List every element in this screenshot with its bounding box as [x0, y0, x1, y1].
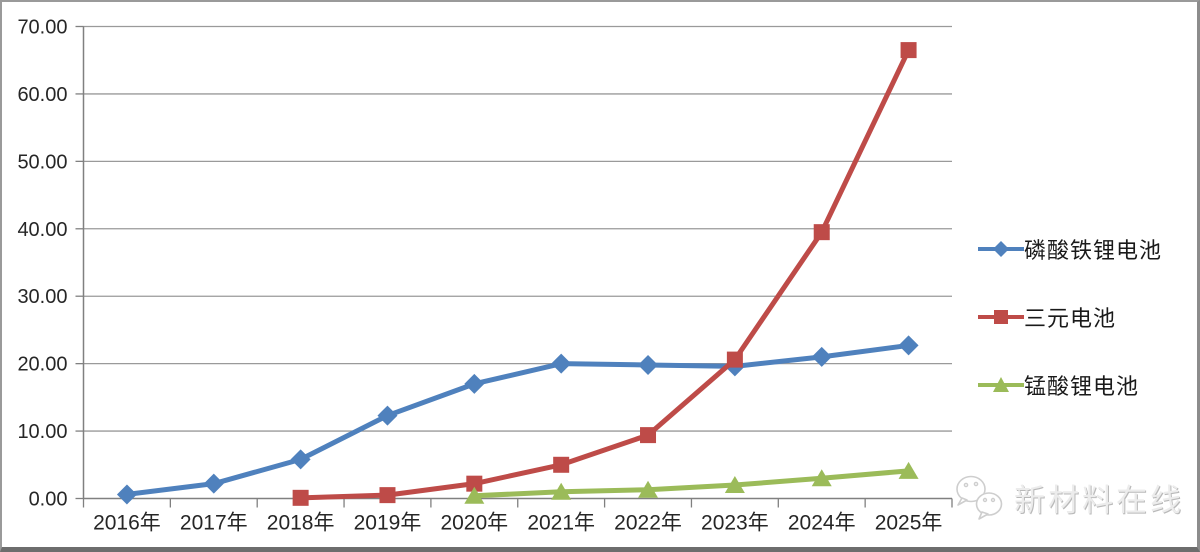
y-tick-label: 30.00	[17, 286, 67, 308]
legend-label-ternary: 三元电池	[1024, 306, 1117, 331]
legend-triangle-marker	[978, 377, 1024, 392]
x-category-label: 2017年	[180, 512, 248, 535]
series-line-lfp	[124, 342, 912, 497]
diamond-marker	[116, 484, 137, 505]
diamond-marker	[638, 354, 659, 375]
series-line-lmo	[471, 468, 912, 499]
x-category-label: 2023年	[701, 512, 769, 535]
x-category-label: 2025年	[875, 512, 943, 535]
diamond-marker	[377, 405, 398, 426]
triangle-marker	[724, 476, 745, 494]
square-marker	[813, 224, 830, 241]
x-category-label: 2024年	[788, 512, 856, 535]
diamond-marker	[898, 335, 919, 356]
x-category-label: 2016年	[93, 512, 161, 535]
y-tick-label: 40.00	[17, 219, 67, 241]
square-marker	[900, 42, 917, 59]
triangle-marker	[811, 469, 832, 487]
square-marker	[466, 475, 483, 492]
diamond-marker	[551, 353, 572, 374]
legend-item-lfp: 磷酸铁锂电池	[978, 234, 1162, 264]
legend-square-marker	[978, 310, 1024, 324]
square-marker	[640, 427, 657, 444]
square-marker	[553, 456, 570, 473]
legend-label-lmo: 锰酸锂电池	[1024, 374, 1140, 399]
y-tick-label: 0.00	[29, 489, 68, 511]
diamond-marker	[290, 449, 311, 470]
y-tick-label: 60.00	[17, 84, 67, 106]
chart-legend: 磷酸铁锂电池 三元电池锰酸锂电池	[978, 234, 1162, 438]
wechat-icon	[956, 475, 1003, 520]
x-category-label: 2019年	[354, 512, 422, 535]
square-marker	[292, 489, 309, 506]
square-marker	[726, 351, 743, 368]
square-marker	[379, 487, 396, 504]
x-category-label: 2020年	[440, 512, 508, 535]
series-line-ternary	[298, 47, 912, 501]
triangle-marker	[464, 486, 485, 504]
watermark: 新材料在线	[948, 467, 1184, 527]
diamond-marker	[464, 373, 485, 394]
y-tick-label: 50.00	[17, 151, 67, 173]
legend-label-lfp: 磷酸铁锂电池	[1024, 238, 1163, 263]
legend-item-lmo: 锰酸锂电池	[978, 370, 1162, 400]
diamond-marker	[203, 473, 224, 494]
watermark-text: 新材料在线	[1014, 482, 1184, 518]
y-tick-label: 10.00	[17, 421, 67, 443]
triangle-marker	[638, 480, 659, 498]
legend-diamond-marker	[978, 241, 1024, 257]
diamond-marker	[811, 346, 832, 367]
x-category-label: 2018年	[267, 512, 335, 535]
triangle-marker	[551, 482, 572, 500]
y-tick-label: 70.00	[17, 17, 67, 39]
legend-item-ternary: 三元电池	[978, 302, 1162, 332]
x-category-label: 2022年	[614, 512, 682, 535]
y-tick-label: 20.00	[17, 354, 67, 376]
x-category-label: 2021年	[527, 512, 595, 535]
triangle-marker	[898, 461, 919, 479]
